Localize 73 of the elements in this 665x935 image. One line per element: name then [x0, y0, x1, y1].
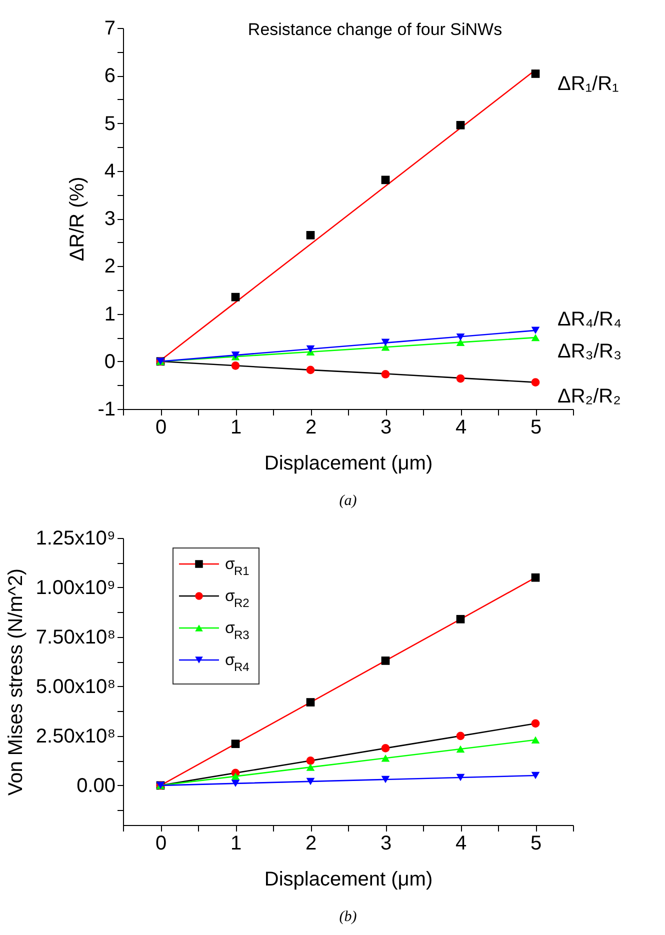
- point: [381, 176, 390, 184]
- x-tick-label: 0: [155, 416, 167, 438]
- x-tick-label: 5: [530, 416, 542, 438]
- point: [381, 656, 390, 665]
- point: [456, 745, 465, 753]
- point: [531, 736, 540, 744]
- chart-title: Resistance change of four SiNWs: [248, 20, 502, 39]
- x-tick-label: 1: [230, 416, 242, 438]
- x-tick-label: 0: [155, 832, 167, 854]
- x-tick-label: 4: [455, 832, 467, 854]
- point: [531, 573, 540, 582]
- point: [531, 772, 540, 780]
- point: [456, 333, 465, 341]
- x-tick-label: 3: [380, 832, 392, 854]
- point: [306, 230, 315, 240]
- point: [306, 778, 315, 786]
- y-axis-title: ΔR/R (%): [66, 176, 89, 262]
- x-tick-label: 4: [455, 416, 467, 438]
- point: [231, 361, 240, 370]
- point: [531, 326, 540, 334]
- x-axis-title: Displacement (μm): [264, 452, 433, 474]
- y-tick-label: 1.00x10⁹: [36, 576, 116, 599]
- point: [231, 780, 240, 788]
- x-tick-label: 3: [380, 416, 392, 438]
- point: [456, 774, 465, 782]
- point: [456, 338, 465, 346]
- point: [231, 740, 240, 748]
- point: [531, 719, 540, 728]
- point: [381, 338, 390, 346]
- text: (a): [339, 493, 357, 509]
- y-tick-label: 1: [104, 303, 116, 326]
- x-tick-label: 5: [530, 832, 542, 854]
- y-tick-label: 5.00x10⁸: [36, 676, 116, 698]
- point: [456, 374, 465, 383]
- y-tick-label: -1: [98, 398, 116, 420]
- x-tick-label: 1: [230, 832, 242, 854]
- y-tick-label: 5: [104, 112, 116, 135]
- y-axis-title: Von Mises stress (N/m^2): [4, 568, 27, 796]
- y-tick-label: 6: [104, 65, 116, 88]
- point: [381, 744, 390, 752]
- point: [306, 756, 315, 765]
- x-axis-title: Displacement (μm): [264, 868, 433, 890]
- point: [231, 292, 240, 302]
- point: [531, 378, 540, 387]
- point: [306, 366, 315, 374]
- x-tick-label: 2: [305, 832, 317, 854]
- series-label: ΔR₁/R₁: [558, 72, 620, 95]
- y-tick-label: 4: [104, 160, 116, 182]
- y-tick-label: 0: [104, 350, 116, 373]
- point: [456, 732, 465, 740]
- point: [306, 764, 315, 771]
- point: [306, 698, 315, 706]
- series-label: ΔR₄/R₄: [558, 308, 622, 331]
- y-tick-label: 2: [104, 256, 116, 278]
- y-tick-label: 0.00: [76, 774, 116, 797]
- series-label: ΔR₃/R₃: [558, 340, 622, 363]
- point: [531, 70, 540, 78]
- point: [531, 334, 540, 342]
- point: [306, 345, 315, 353]
- y-tick-label: 7.50x10⁸: [36, 626, 116, 648]
- point: [231, 772, 240, 780]
- point: [381, 754, 390, 762]
- text: (b): [339, 909, 357, 925]
- point: [456, 614, 465, 624]
- x-tick-label: 2: [305, 416, 317, 438]
- y-tick-label: 1.25x10⁹: [36, 528, 116, 550]
- series-label: ΔR₂/R₂: [558, 385, 621, 408]
- point: [381, 776, 390, 784]
- y-tick-label: 7: [104, 18, 116, 40]
- y-tick-label: 3: [104, 208, 116, 230]
- point: [381, 370, 390, 378]
- point: [456, 120, 465, 130]
- y-tick-label: 2.50x10⁸: [36, 725, 116, 748]
